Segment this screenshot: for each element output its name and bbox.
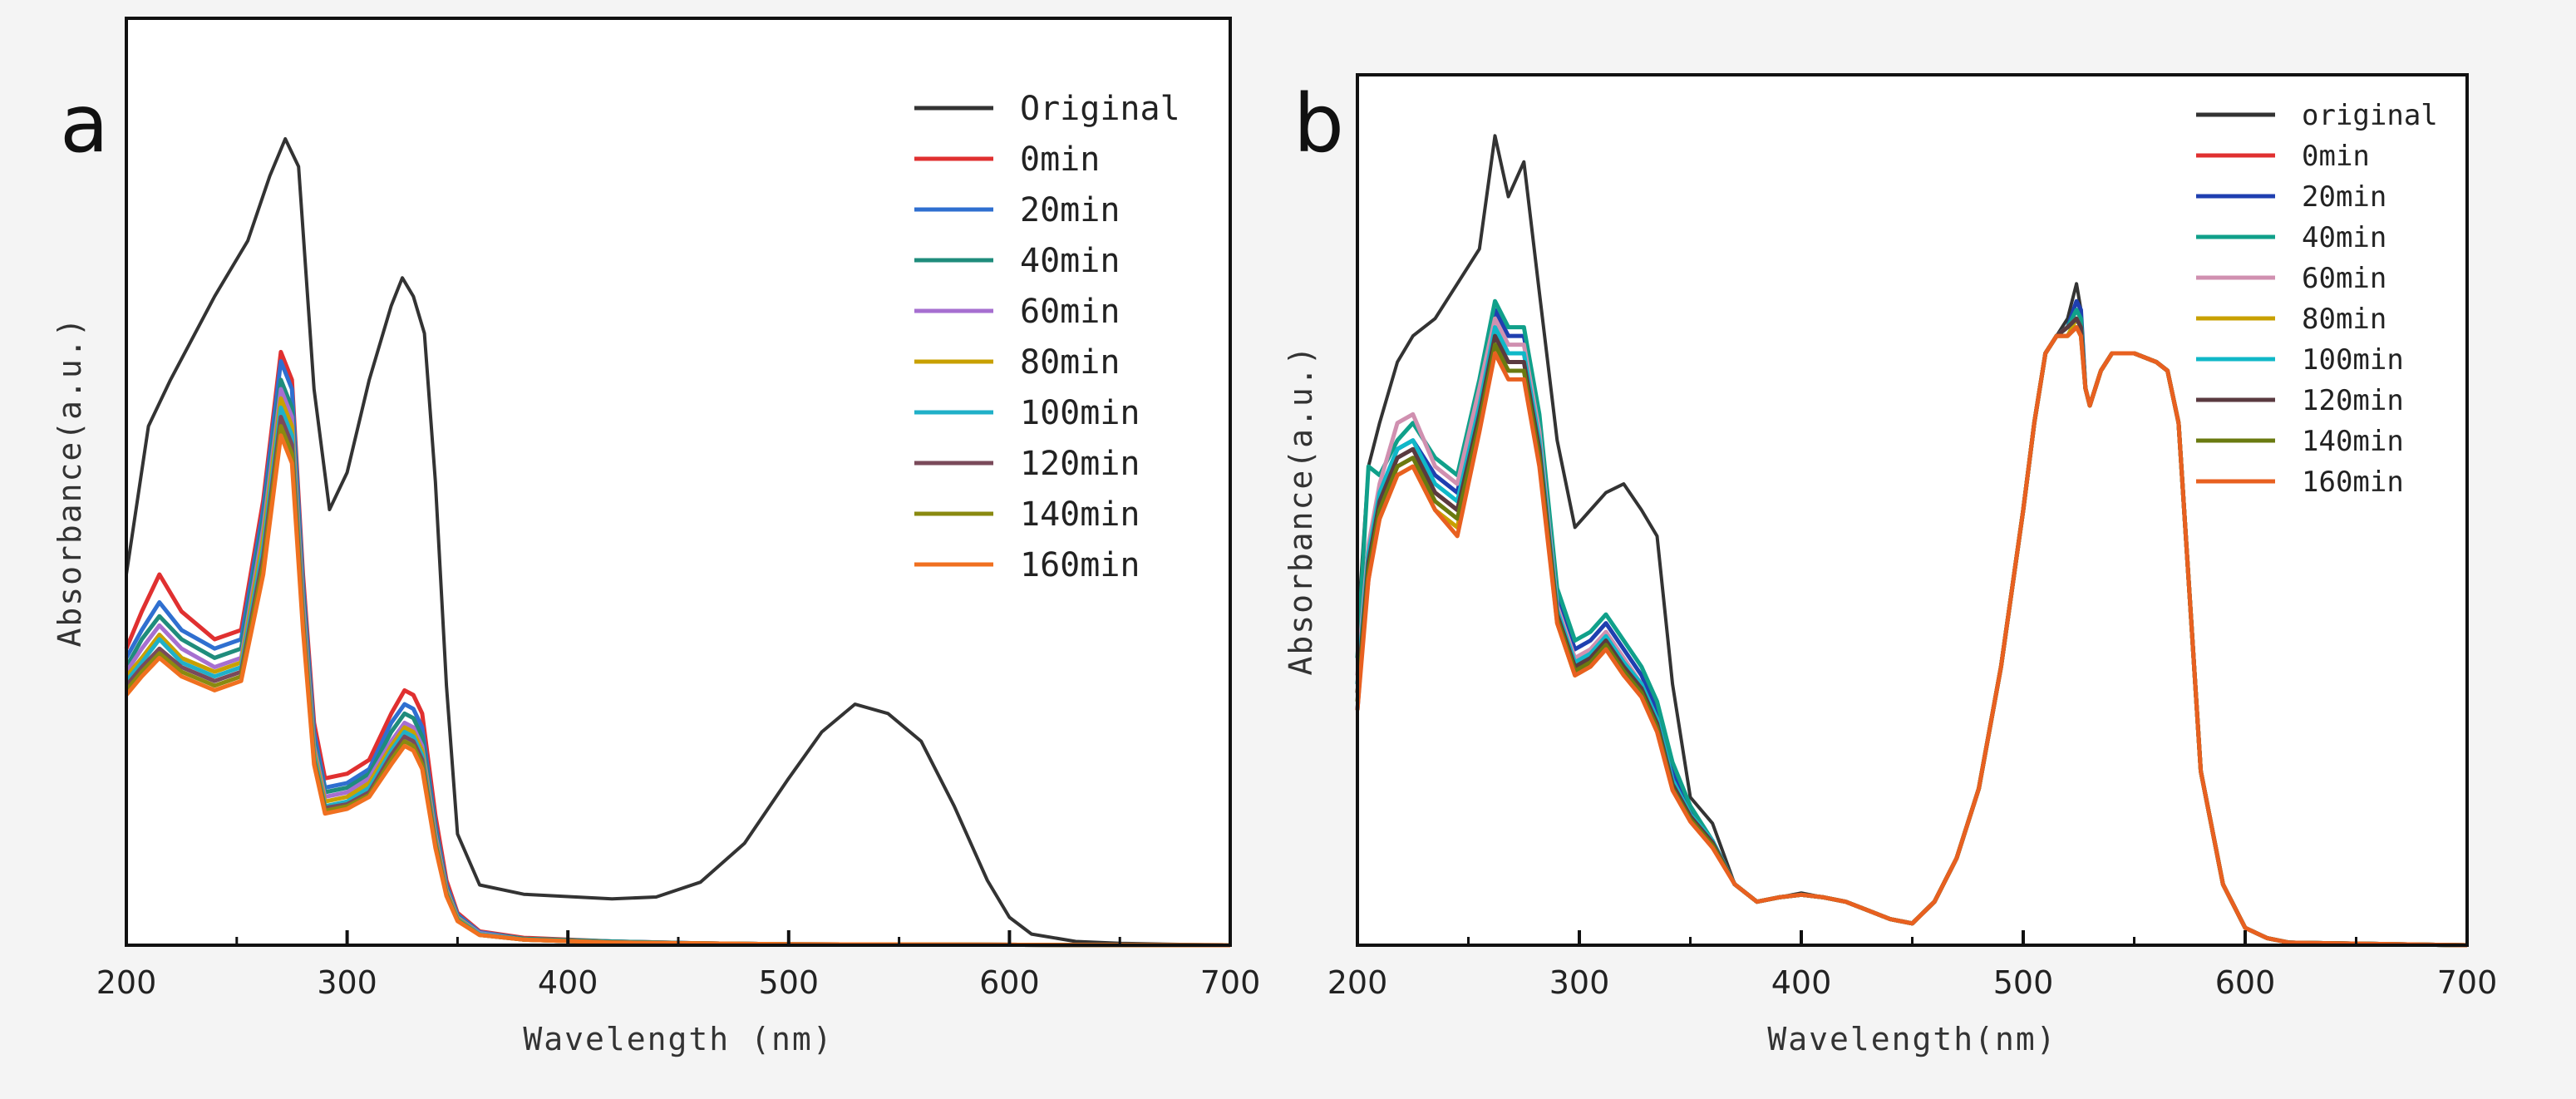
x-tick-label: 300 xyxy=(317,964,377,1001)
legend-label: Original xyxy=(1020,90,1180,128)
legend-label: 0min xyxy=(1020,140,1100,179)
legend-label: 100min xyxy=(2302,343,2404,377)
panel-a: 200 300 400 500 600 700 Wavelength (nm) Absorba… xyxy=(52,17,1261,1057)
x-tick-label: 600 xyxy=(2215,964,2276,1001)
series-line-160min xyxy=(1355,325,2468,948)
legend-label: 20min xyxy=(1020,191,1120,229)
x-tick-label: 400 xyxy=(538,964,598,1001)
panel-b: 200 300 400 500 600 700 Wavelength(nm) Absorban… xyxy=(1283,73,2498,1057)
y-axis-label: Absorbance(a.u.) xyxy=(52,316,88,647)
x-tick-label: 700 xyxy=(1200,964,1261,1001)
plot-area xyxy=(126,18,1230,945)
series-line-original xyxy=(125,137,1231,947)
legend-label: 40min xyxy=(2302,221,2386,254)
legend-label: 60min xyxy=(2302,262,2386,295)
panel-letter: a xyxy=(60,77,109,170)
x-tick-label: 200 xyxy=(1327,964,1388,1001)
legend-label: 60min xyxy=(1020,293,1120,331)
panel-letter: b xyxy=(1293,77,1344,170)
x-tick-label: 400 xyxy=(1771,964,1832,1001)
x-tick-label: 600 xyxy=(979,964,1040,1001)
x-tick-label: 500 xyxy=(759,964,820,1001)
legend-label: 80min xyxy=(2302,303,2386,336)
legend-label: 40min xyxy=(1020,242,1120,280)
series-line-160min xyxy=(125,433,1231,948)
x-axis-label: Wavelength(nm) xyxy=(1767,1021,2056,1057)
legend-label: 80min xyxy=(1020,343,1120,382)
x-tick-label: 300 xyxy=(1549,964,1610,1001)
legend-label: 0min xyxy=(2302,140,2370,173)
y-axis-label: Absorbance(a.u.) xyxy=(1283,344,1319,675)
legend-label: 140min xyxy=(2302,425,2404,458)
x-tick-label: 700 xyxy=(2437,964,2498,1001)
x-axis-label: Wavelength (nm) xyxy=(523,1021,833,1057)
legend-label: 140min xyxy=(1020,495,1140,534)
legend-label: 20min xyxy=(2302,180,2386,214)
legend-label: 120min xyxy=(1020,445,1140,483)
legend-label: 100min xyxy=(1020,394,1140,432)
legend-label: original xyxy=(2302,99,2438,132)
x-tick-label: 500 xyxy=(1993,964,2054,1001)
plot-area xyxy=(1357,75,2467,945)
x-tick-label: 200 xyxy=(96,964,157,1001)
legend-label: 160min xyxy=(1020,546,1140,584)
legend-label: 120min xyxy=(2302,384,2404,417)
legend-label: 160min xyxy=(2302,466,2404,499)
